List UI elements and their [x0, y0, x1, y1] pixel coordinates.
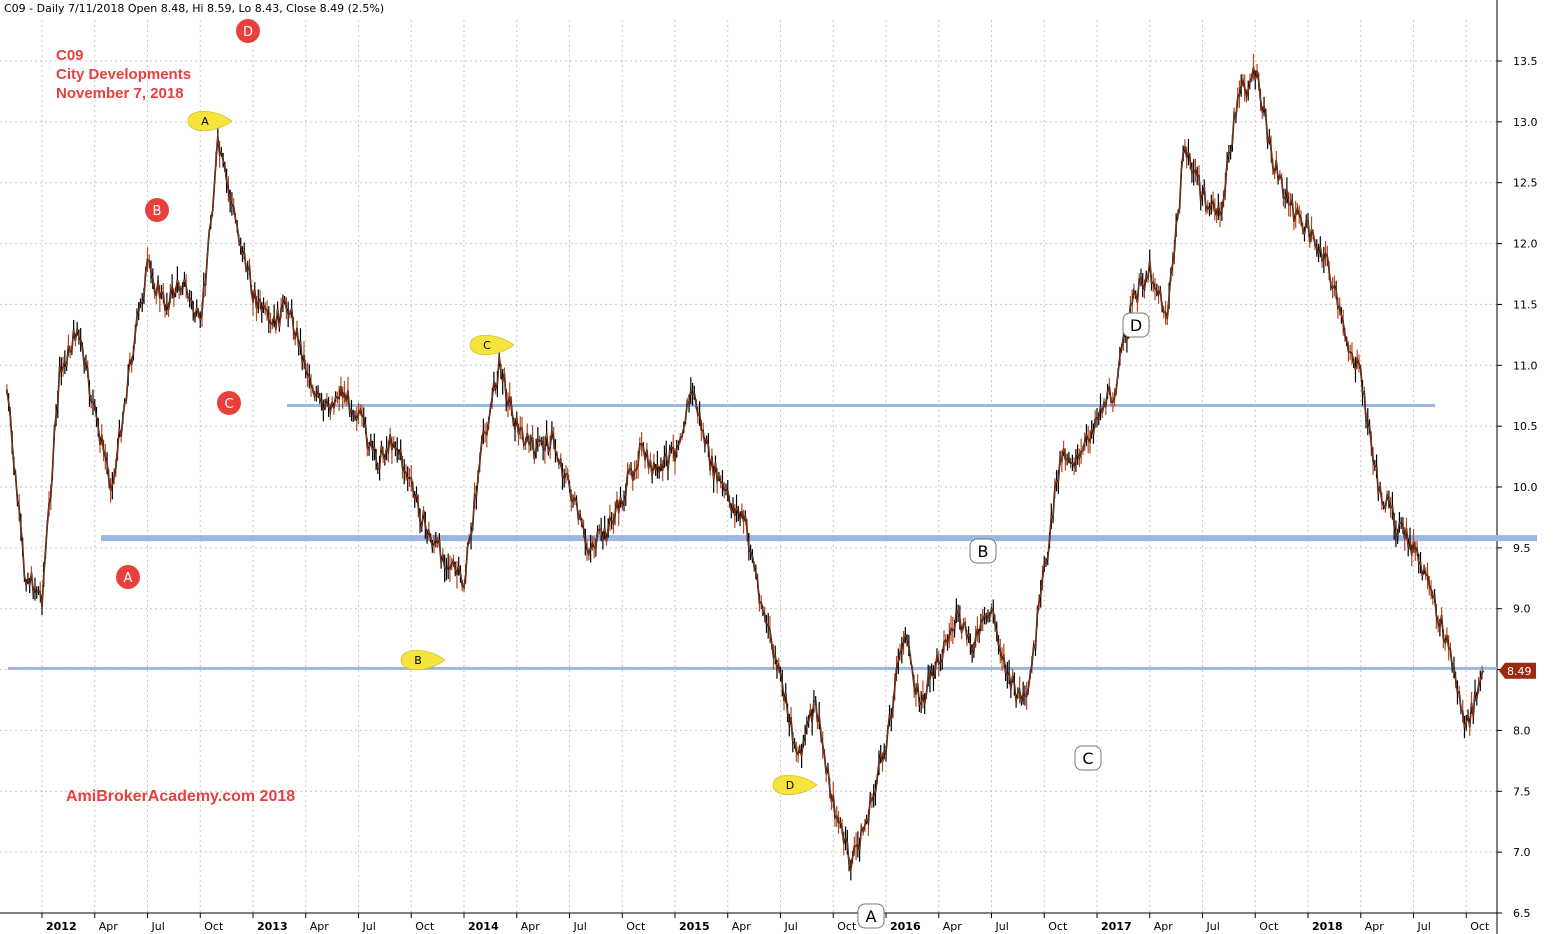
- x-tick-label: Apr: [943, 920, 963, 933]
- x-tick-label: Apr: [1154, 920, 1174, 933]
- yellow-marker-label: C: [483, 339, 491, 352]
- y-tick-label: 13.5: [1513, 55, 1538, 68]
- white-marker-label: A: [866, 907, 877, 926]
- y-tick-label: 13.0: [1513, 116, 1538, 129]
- white-marker: [969, 538, 997, 564]
- last-price-tag: [1499, 662, 1536, 679]
- red-marker-label: B: [153, 204, 162, 219]
- x-tick-label: Oct: [1259, 920, 1279, 933]
- chart-header-info: C09 - Daily 7/11/2018 Open 8.48, Hi 8.59…: [4, 2, 384, 15]
- red-marker-label: A: [124, 571, 133, 586]
- x-tick-label: 2014: [468, 920, 499, 933]
- x-tick-label: Oct: [204, 920, 224, 933]
- yellow-marker-label: D: [786, 779, 794, 792]
- x-tick-label: Jul: [1206, 920, 1220, 933]
- x-tick-label: 2012: [46, 920, 77, 933]
- x-tick-label: Jul: [1417, 920, 1431, 933]
- watermark-text: AmiBrokerAcademy.com 2018: [66, 788, 295, 805]
- y-tick-label: 11.5: [1513, 298, 1538, 311]
- chart-symbol: C09: [56, 47, 84, 64]
- x-tick-label: Apr: [1365, 920, 1385, 933]
- white-marker-label: B: [978, 542, 989, 561]
- y-tick-label: 9.5: [1513, 542, 1531, 555]
- x-tick-label: Apr: [310, 920, 330, 933]
- white-marker: [857, 903, 885, 929]
- grid-lines: [0, 0, 1498, 934]
- y-tick-label: 12.0: [1513, 238, 1538, 251]
- white-marker-label: C: [1082, 749, 1093, 768]
- red-marker-label: C: [224, 397, 233, 412]
- pattern-markers: D B C A A C B D D B C A: [116, 19, 1150, 929]
- y-tick-label: 9.0: [1513, 603, 1531, 616]
- y-tick-label: 7.5: [1513, 785, 1531, 798]
- x-tick-label: Oct: [1048, 920, 1068, 933]
- yellow-marker: [400, 649, 446, 671]
- x-tick-label: Oct: [837, 920, 857, 933]
- x-tick-label: Oct: [626, 920, 646, 933]
- white-marker: [1074, 745, 1102, 771]
- x-tick-label: Jul: [362, 920, 376, 933]
- white-marker-label: D: [1130, 316, 1142, 335]
- red-marker: [236, 19, 260, 43]
- x-axis: 2012 Apr Jul Oct 2013 Apr Jul Oct 2014 Apr Jul Oct 2…: [41, 913, 1490, 933]
- price-series: [6, 53, 1485, 881]
- x-tick-label: Jul: [151, 920, 165, 933]
- y-tick-label: 10.0: [1513, 481, 1538, 494]
- chart-company-name: City Developments: [56, 66, 191, 83]
- x-tick-label: Apr: [732, 920, 752, 933]
- chart-date: November 7, 2018: [56, 85, 184, 102]
- x-tick-label: Oct: [415, 920, 435, 933]
- red-marker-label: D: [243, 25, 253, 40]
- x-tick-label: Apr: [521, 920, 541, 933]
- yellow-marker-label: A: [201, 115, 209, 128]
- x-tick-label: Oct: [1470, 920, 1490, 933]
- y-axis: 6.57.07.58.08.59.09.510.010.511.011.512.…: [1497, 55, 1538, 920]
- x-tick-label: Jul: [784, 920, 798, 933]
- y-tick-label: 12.5: [1513, 177, 1538, 190]
- x-tick-label: 2017: [1101, 920, 1132, 933]
- y-tick-label: 10.5: [1513, 420, 1538, 433]
- support-resistance-lines: [8, 403, 1537, 670]
- price-line-overlay: [6, 67, 1485, 871]
- x-tick-label: 2013: [257, 920, 288, 933]
- red-marker: [116, 565, 140, 589]
- yellow-marker: [187, 110, 233, 132]
- y-tick-label: 6.5: [1513, 907, 1531, 920]
- y-tick-label: 8.0: [1513, 724, 1531, 737]
- x-tick-label: 2016: [890, 920, 921, 933]
- x-tick-label: 2018: [1312, 920, 1343, 933]
- x-tick-label: 2015: [679, 920, 710, 933]
- x-tick-label: Jul: [995, 920, 1009, 933]
- yellow-marker: [469, 334, 515, 356]
- x-tick-label: Apr: [99, 920, 119, 933]
- red-marker: [217, 391, 241, 415]
- yellow-marker: [772, 774, 818, 796]
- x-tick-label: Jul: [573, 920, 587, 933]
- yellow-marker-label: B: [414, 654, 422, 667]
- y-tick-label: 7.0: [1513, 846, 1531, 859]
- red-marker: [145, 198, 169, 222]
- white-marker: [1122, 312, 1150, 338]
- last-price-label: 8.49: [1507, 665, 1532, 678]
- y-tick-label: 11.0: [1513, 359, 1538, 372]
